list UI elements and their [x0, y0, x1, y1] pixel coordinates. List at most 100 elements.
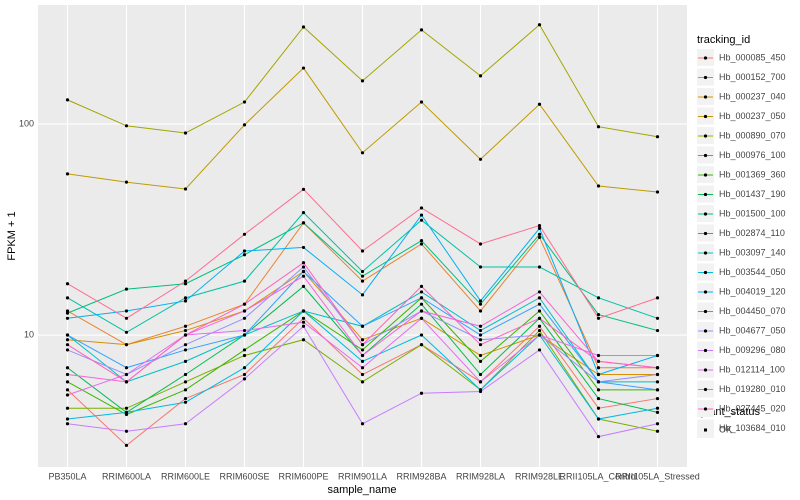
- legend-label: Hb_000085_450: [719, 52, 786, 62]
- point: [419, 290, 424, 294]
- point: [537, 235, 542, 240]
- point: [65, 372, 70, 377]
- point: [419, 218, 424, 222]
- point: [596, 296, 601, 300]
- legend-label: Hb_003544_050: [719, 267, 786, 277]
- point: [596, 184, 601, 188]
- point: [537, 333, 542, 337]
- point: [65, 380, 70, 384]
- point: [596, 359, 601, 363]
- point: [419, 296, 424, 300]
- point: [183, 359, 188, 363]
- point: [242, 316, 247, 320]
- legend-point: [703, 309, 708, 314]
- point: [65, 316, 70, 320]
- point: [65, 388, 70, 392]
- point: [183, 333, 188, 337]
- point: [596, 372, 601, 377]
- legend-label: Hb_001500_100: [719, 208, 786, 218]
- point: [301, 284, 306, 288]
- point: [360, 422, 365, 426]
- point: [655, 135, 660, 139]
- legend-label: Hb_000976_100: [719, 150, 786, 160]
- legend-point: [703, 251, 708, 255]
- point: [478, 74, 483, 78]
- point: [537, 309, 542, 313]
- point: [655, 396, 660, 401]
- legend-label: Hb_000237_050: [719, 111, 786, 121]
- point: [124, 380, 129, 384]
- point: [537, 102, 542, 106]
- point: [242, 348, 247, 352]
- point: [242, 253, 247, 257]
- legend-label: Hb_019280_010: [719, 384, 786, 394]
- point: [419, 206, 424, 210]
- point: [242, 309, 247, 313]
- point: [124, 287, 129, 291]
- point: [360, 274, 365, 278]
- point: [242, 366, 247, 370]
- point: [537, 324, 542, 328]
- point: [301, 320, 306, 324]
- legend-label: Hb_002874_110: [719, 228, 785, 238]
- point: [183, 348, 188, 352]
- x-tick-label: RRIM600SE: [219, 471, 269, 481]
- point: [478, 372, 483, 377]
- point: [183, 131, 188, 135]
- point: [65, 422, 70, 426]
- point: [596, 353, 601, 358]
- point: [360, 372, 365, 377]
- point: [655, 388, 660, 392]
- point: [360, 279, 365, 283]
- legend-label: Hb_103684_010: [719, 423, 786, 433]
- legend-point: [703, 270, 708, 275]
- point: [65, 282, 70, 286]
- point: [301, 274, 306, 278]
- point: [242, 249, 247, 253]
- point: [183, 299, 188, 303]
- point: [183, 279, 188, 283]
- point: [301, 221, 306, 225]
- point: [65, 406, 70, 410]
- legend-label: Hb_012114_100: [719, 364, 785, 374]
- x-tick-label: RRIM901LA: [338, 471, 387, 481]
- point: [301, 25, 306, 29]
- point: [478, 353, 483, 358]
- point: [65, 98, 70, 102]
- point: [537, 223, 542, 228]
- x-tick-label: RRIM600LA: [102, 471, 151, 481]
- legend-label: Hb_001437_190: [719, 189, 786, 199]
- point: [537, 23, 542, 27]
- point: [65, 393, 70, 397]
- point: [301, 261, 306, 265]
- legend-point: [703, 290, 708, 294]
- point: [360, 151, 365, 155]
- point: [301, 269, 306, 274]
- legend-point: [703, 348, 708, 353]
- point: [360, 366, 365, 370]
- point: [596, 435, 601, 439]
- point: [360, 380, 365, 384]
- point: [242, 328, 247, 333]
- legend-point: [703, 407, 708, 411]
- legend-label: Hb_003097_140: [719, 247, 786, 257]
- point: [242, 333, 247, 337]
- point: [124, 406, 129, 410]
- point: [183, 328, 188, 333]
- legend-label: Hb_004019_120: [719, 286, 786, 296]
- point: [419, 28, 424, 32]
- point: [655, 410, 660, 414]
- y-axis-label: FPKM + 1: [6, 211, 18, 260]
- point: [124, 366, 129, 370]
- point: [183, 396, 188, 401]
- point: [537, 296, 542, 300]
- point: [419, 242, 424, 246]
- point: [124, 429, 129, 433]
- point: [419, 391, 424, 395]
- point: [242, 377, 247, 381]
- point: [65, 417, 70, 421]
- point: [537, 265, 542, 269]
- point: [478, 324, 483, 328]
- point: [537, 232, 542, 236]
- legend-point: [703, 56, 708, 60]
